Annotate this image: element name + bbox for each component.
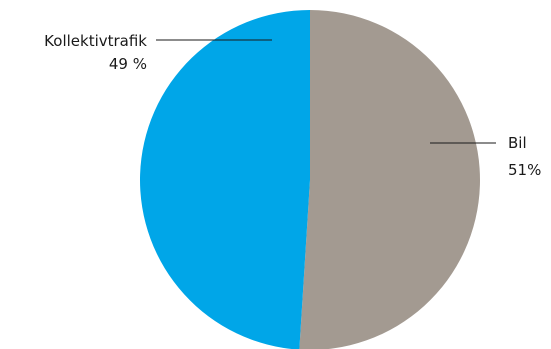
- pie-slice-bil: [299, 10, 480, 349]
- slice-label-bil: Bil: [508, 134, 527, 152]
- slice-value-kollektivtrafik: 49 %: [109, 55, 147, 73]
- pie-slice-kollektivtrafik: [139, 10, 310, 349]
- slice-label-kollektivtrafik: Kollektivtrafik: [44, 32, 147, 50]
- pie-slices: [139, 10, 480, 349]
- slice-value-bil: 51%: [508, 161, 541, 179]
